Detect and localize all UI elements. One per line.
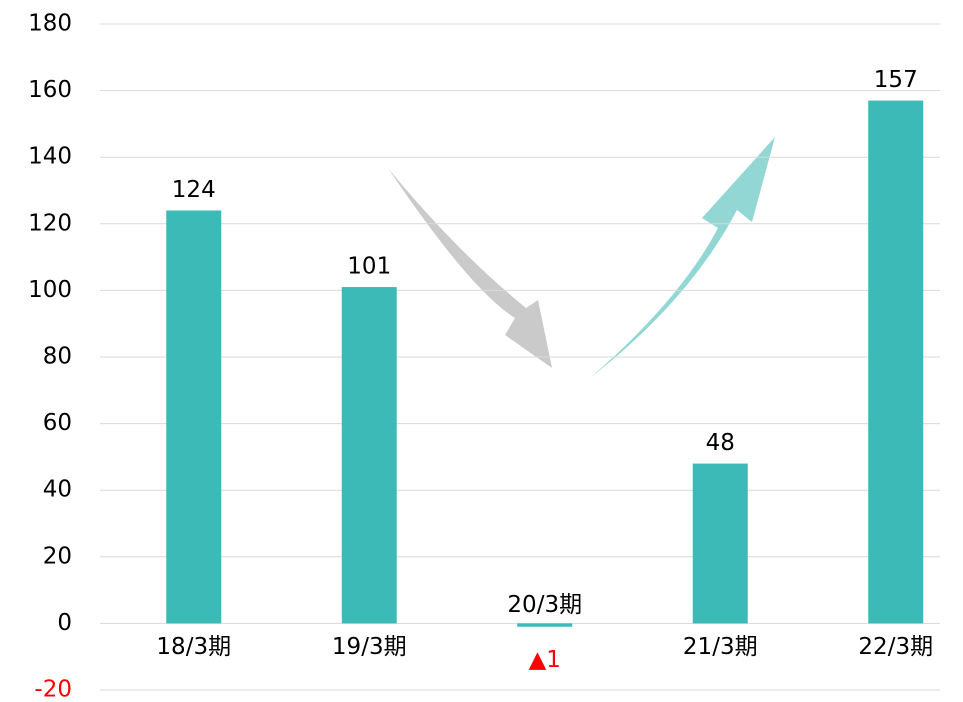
value-label: ▲1 — [529, 647, 561, 673]
value-label: 48 — [706, 430, 735, 456]
bar — [166, 210, 222, 624]
y-tick-label: 20 — [43, 543, 72, 569]
y-tick-label: 120 — [28, 210, 72, 236]
x-tick-label: 20/3期 — [507, 592, 582, 618]
value-label: 157 — [874, 67, 918, 93]
x-tick-label: 19/3期 — [332, 634, 407, 660]
y-tick-label: 180 — [28, 11, 72, 37]
bar — [517, 623, 573, 627]
value-label: 101 — [347, 254, 391, 280]
y-tick-label: 0 — [57, 610, 72, 636]
value-label: 124 — [172, 177, 216, 203]
y-tick-label: 140 — [28, 144, 72, 170]
y-tick-label: 80 — [43, 344, 72, 370]
y-tick-label: 40 — [43, 477, 72, 503]
x-tick-label: 21/3期 — [683, 634, 758, 660]
up-arrow — [590, 137, 775, 378]
x-tick-label: 22/3期 — [858, 634, 933, 660]
bar — [868, 100, 924, 624]
bar — [341, 287, 397, 624]
bar — [692, 463, 748, 624]
y-tick-label: 100 — [28, 277, 72, 303]
y-tick-label: 60 — [43, 410, 72, 436]
y-tick-label: -20 — [34, 677, 72, 702]
x-tick-label: 18/3期 — [156, 634, 231, 660]
y-tick-label: 160 — [28, 77, 72, 103]
down-arrow — [388, 168, 552, 368]
